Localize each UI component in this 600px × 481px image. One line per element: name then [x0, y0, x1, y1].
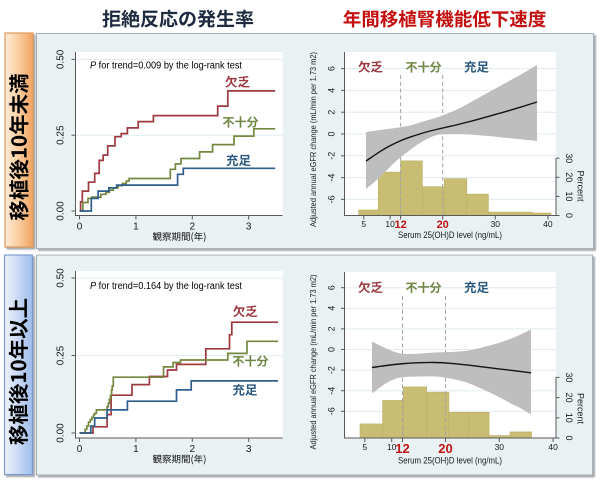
svg-text:1: 1	[133, 444, 139, 455]
svg-text:6: 6	[327, 66, 337, 71]
svg-text:20: 20	[564, 172, 574, 182]
svg-text:2: 2	[190, 444, 196, 455]
svg-text:3: 3	[246, 444, 252, 455]
svg-text:40: 40	[548, 442, 558, 452]
svg-text:0.50: 0.50	[56, 49, 67, 69]
svg-text:10: 10	[387, 442, 397, 452]
svg-text:P for trend=0.009 by the log-r: P for trend=0.009 by the log-rank test	[90, 61, 242, 72]
svg-text:-6: -6	[327, 195, 337, 203]
svg-text:0.00: 0.00	[56, 423, 67, 443]
svg-text:0.00: 0.00	[56, 201, 67, 221]
svg-text:0: 0	[77, 444, 83, 455]
svg-text:Serum 25(OH)D level (ng/mL): Serum 25(OH)D level (ng/mL)	[398, 455, 502, 465]
svg-text:30: 30	[564, 153, 574, 163]
svg-text:3: 3	[246, 222, 252, 233]
svg-text:30: 30	[495, 442, 505, 452]
svg-text:-6: -6	[327, 407, 337, 415]
svg-text:-4: -4	[327, 174, 337, 182]
svg-text:20: 20	[437, 219, 449, 231]
svg-text:5: 5	[362, 442, 367, 452]
svg-text:30: 30	[564, 372, 574, 382]
svg-text:Percent: Percent	[576, 170, 586, 202]
svg-text:Serum 25(OH)D level (ng/mL): Serum 25(OH)D level (ng/mL)	[398, 230, 502, 240]
svg-text:40: 40	[543, 219, 553, 229]
svg-text:-2: -2	[327, 366, 337, 374]
svg-text:Percent: Percent	[576, 393, 586, 425]
svg-text:20: 20	[564, 393, 574, 403]
svg-text:0: 0	[327, 347, 337, 352]
svg-text:-2: -2	[327, 152, 337, 160]
svg-text:0.25: 0.25	[56, 345, 67, 365]
svg-text:20: 20	[438, 441, 452, 456]
svg-text:10: 10	[564, 413, 574, 423]
svg-text:5: 5	[361, 219, 366, 229]
svg-text:2: 2	[327, 326, 337, 331]
svg-text:0: 0	[564, 435, 574, 440]
svg-text:4: 4	[327, 306, 337, 311]
svg-text:2: 2	[327, 110, 337, 115]
svg-text:10: 10	[385, 219, 395, 229]
svg-text:12: 12	[395, 441, 409, 456]
svg-text:0: 0	[77, 222, 83, 233]
svg-text:0.50: 0.50	[56, 268, 67, 288]
svg-text:0: 0	[327, 131, 337, 136]
svg-text:1: 1	[133, 222, 139, 233]
svg-text:Adjusted annual eGFR change (m: Adjusted annual eGFR change (mL/min per …	[308, 52, 318, 227]
svg-text:6: 6	[327, 285, 337, 290]
svg-text:P for trend=0.164 by the log-r: P for trend=0.164 by the log-rank test	[90, 281, 242, 292]
svg-text:10: 10	[564, 191, 574, 201]
svg-text:2: 2	[190, 222, 196, 233]
svg-text:30: 30	[491, 219, 501, 229]
svg-text:0: 0	[564, 213, 574, 218]
svg-text:4: 4	[327, 88, 337, 93]
svg-text:0.25: 0.25	[56, 125, 67, 145]
svg-text:12: 12	[394, 219, 406, 231]
svg-text:-4: -4	[327, 387, 337, 395]
svg-text:Adjusted annual eGFR change (m: Adjusted annual eGFR change (mL/min per …	[308, 274, 318, 449]
